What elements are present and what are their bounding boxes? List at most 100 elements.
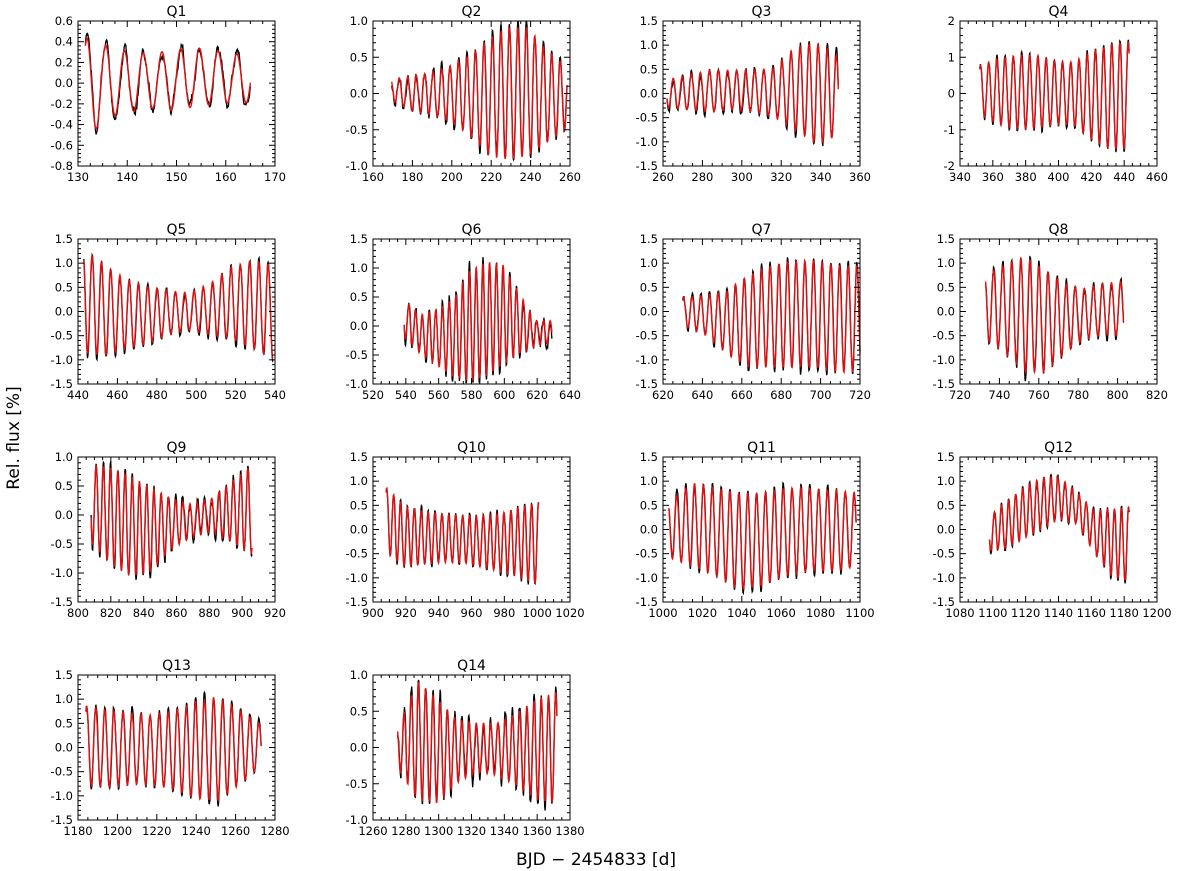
x-tick-label: 580	[461, 388, 483, 402]
x-tick-label: 1260	[358, 824, 387, 838]
x-tick-label: 620	[526, 388, 548, 402]
y-tick-label: 1.5	[55, 232, 73, 246]
model-series-line	[668, 483, 857, 590]
x-tick-label: 560	[428, 388, 450, 402]
y-tick-label: 1.0	[55, 256, 73, 270]
panel-title: Q10	[457, 440, 486, 456]
model-series-line	[396, 681, 558, 804]
x-tick-label: 1140	[1044, 606, 1073, 620]
y-tick-label: -1.5	[636, 595, 658, 609]
y-tick-label: -0.8	[51, 159, 73, 173]
y-tick-label: 0	[948, 87, 955, 101]
chart-panel-q10: Q10 900 920 940 960 980 1000 1020 -1.5 -1.0 -0.5 0.…	[346, 440, 585, 620]
x-tick-label: 980	[493, 606, 515, 620]
x-tick-label: 1380	[555, 824, 584, 838]
y-tick-label: 0.5	[640, 498, 658, 512]
panel-title: Q5	[167, 222, 187, 238]
y-tick-label: 1	[948, 50, 955, 64]
chart-panel-q5: Q5 440 460 480 500 520 540 -1.5 -1.0 -0.5 0.0 0.5 1.…	[51, 222, 286, 402]
x-tick-label: 600	[493, 388, 515, 402]
y-tick-label: -0.5	[636, 111, 658, 125]
y-tick-label: -0.5	[636, 547, 658, 561]
x-tick-label: 640	[559, 388, 581, 402]
y-tick-label: 0.2	[55, 55, 73, 69]
x-tick-label: 1000	[523, 606, 552, 620]
y-tick-label: -0.5	[933, 547, 955, 561]
y-tick-label: -1.0	[346, 571, 368, 585]
y-tick-label: 1.5	[350, 232, 368, 246]
y-tick-label: -1.0	[346, 813, 368, 827]
y-tick-label: -1.0	[636, 353, 658, 367]
x-tick-label: 1020	[688, 606, 717, 620]
panel-title: Q2	[462, 4, 482, 20]
plot-frame	[372, 20, 571, 167]
y-tick-label: 1.0	[55, 450, 73, 464]
x-tick-label: 620	[652, 388, 674, 402]
y-tick-label: 0.5	[350, 50, 368, 64]
y-tick-label: -0.4	[51, 118, 73, 132]
y-tick-label: -1.5	[636, 159, 658, 173]
y-tick-label: -1.5	[51, 813, 73, 827]
x-tick-label: 500	[185, 388, 207, 402]
x-tick-label: 860	[166, 606, 188, 620]
model-series-line	[84, 37, 252, 130]
x-tick-label: 420	[1080, 170, 1102, 184]
x-tick-label: 160	[215, 170, 237, 184]
x-tick-label: 820	[1146, 388, 1168, 402]
x-axis-title: BJD − 2454833 [d]	[516, 850, 676, 870]
model-series-line	[988, 474, 1130, 581]
x-tick-label: 660	[731, 388, 753, 402]
chart-panel-q14: Q14 1260 1280 1300 1320 1340 1360 1380 -1.0 -0.5 0…	[346, 658, 585, 838]
panel-title: Q8	[1049, 222, 1069, 238]
y-tick-label: 0.0	[55, 741, 73, 755]
x-tick-label: 720	[849, 388, 871, 402]
x-tick-label: 800	[1107, 388, 1129, 402]
y-tick-label: -1.5	[933, 377, 955, 391]
x-tick-label: 540	[264, 388, 286, 402]
chart-panel-q7: Q7 620 640 660 680 700 720 -1.5 -1.0 -0.5 0.0 0.5 1.…	[636, 222, 871, 402]
y-tick-label: -0.5	[933, 329, 955, 343]
panel-title: Q1	[167, 4, 187, 20]
x-tick-label: 1120	[1011, 606, 1040, 620]
x-tick-label: 1060	[767, 606, 796, 620]
y-tick-label: 1.5	[55, 668, 73, 682]
x-tick-label: 130	[67, 170, 89, 184]
x-tick-label: 1000	[648, 606, 677, 620]
chart-panel-q12: Q12 1080 1100 1120 1140 1160 1180 1200 -1.5 -1.0 -…	[933, 440, 1172, 620]
x-tick-label: 320	[770, 170, 792, 184]
x-tick-label: 160	[362, 170, 384, 184]
y-tick-label: -1.0	[636, 135, 658, 149]
y-tick-label: 1.5	[640, 232, 658, 246]
x-tick-label: 940	[428, 606, 450, 620]
x-tick-label: 1200	[1142, 606, 1171, 620]
x-tick-label: 220	[480, 170, 502, 184]
y-tick-label: -0.2	[51, 97, 73, 111]
y-tick-label: 0.0	[55, 305, 73, 319]
y-tick-label: -1.0	[51, 789, 73, 803]
x-tick-label: 920	[264, 606, 286, 620]
y-tick-label: -0.5	[346, 777, 368, 791]
panel-title: Q12	[1044, 440, 1073, 456]
x-tick-label: 520	[225, 388, 247, 402]
x-tick-label: 360	[982, 170, 1004, 184]
x-tick-label: 340	[810, 170, 832, 184]
x-tick-label: 280	[691, 170, 713, 184]
y-tick-label: 0.5	[350, 704, 368, 718]
x-tick-label: 1100	[978, 606, 1007, 620]
y-tick-label: -1	[944, 123, 955, 137]
y-tick-label: 1.5	[640, 450, 658, 464]
model-series-line	[391, 26, 568, 160]
panel-title: Q4	[1049, 4, 1069, 20]
x-tick-label: 1180	[63, 824, 92, 838]
x-tick-label: 170	[264, 170, 286, 184]
y-tick-label: -1.5	[636, 377, 658, 391]
y-tick-label: -1.0	[933, 353, 955, 367]
x-tick-label: 1160	[1077, 606, 1106, 620]
x-tick-label: 1020	[555, 606, 584, 620]
x-tick-label: 480	[146, 388, 168, 402]
y-tick-label: -0.5	[51, 765, 73, 779]
x-tick-label: 1260	[221, 824, 250, 838]
x-tick-label: 380	[1015, 170, 1037, 184]
x-tick-label: 460	[106, 388, 128, 402]
y-tick-label: 0.5	[640, 62, 658, 76]
